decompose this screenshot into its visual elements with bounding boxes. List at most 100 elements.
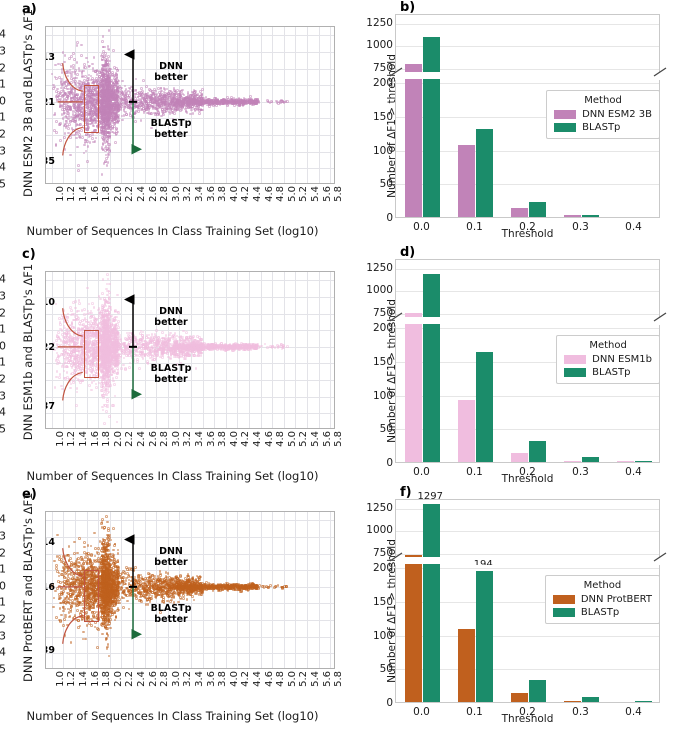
y-tick-label: 50 [379,178,393,191]
x-tick-label: 5.6 [321,186,333,202]
x-tick-label: 4.2 [240,186,252,202]
y-tick-label: 0.0 [0,94,6,108]
x-tick-label: 4.8 [275,186,287,202]
x-tick-label: 5.4 [310,186,321,202]
x-axis-label: Threshold [501,228,554,240]
figure-row: c)DNN ESM1b and BLASTp's ΔF1102237DNNbet… [0,245,685,490]
x-tick-label: 2.8 [159,186,171,202]
panel-label-b: b) [400,0,416,15]
legend-title: Method [584,95,622,106]
data-point [75,60,79,64]
legend-swatch [554,110,577,119]
x-tick-label: 3.0 [170,186,182,202]
panel-label-a: a) [22,2,37,17]
x-tick-label: 1.0 [54,186,66,202]
legend-label: DNN ESM2 3B [582,109,652,120]
x-axis-label: Number of Sequences In Class Training Se… [26,224,319,238]
figure-row: a)DNN ESM2 3B and BLASTp's ΔF1132135DNNb… [0,0,685,245]
gridline-vertical [260,27,262,183]
legend-item: BLASTp [554,122,652,133]
bar-panel-b: b) Number of ΔF1 > threshold 750 1000 1250 0 5… [345,0,685,245]
y-tick-label: 1000 [366,39,393,52]
gridline-horizontal [46,151,334,153]
x-tick-label: 2.0 [112,186,124,202]
x-tick-label: 2.6 [147,186,159,202]
scatter-panel-c: c)DNN ESM1b and BLASTp's ΔF1102237DNNbet… [0,245,345,490]
x-tick-label: 1.2 [66,186,78,202]
gridline-vertical [330,27,332,183]
y-tick-label: −0.3 [0,144,6,158]
gridline-vertical [272,27,274,183]
gridline-horizontal [46,35,334,37]
y-tick-label: −0.2 [0,127,6,141]
gridline-vertical [249,27,250,183]
bar-dnn-esm2-3b-0.2 [511,207,529,217]
x-tick-label: 3.8 [217,186,229,202]
x-tick-label: 4.0 [228,186,240,202]
gridline-horizontal [46,118,334,120]
plot-area-upper [395,14,660,72]
data-point [63,60,66,64]
axis-break-left [389,64,405,84]
gridline-vertical [283,27,285,183]
x-tick-label: 1.8 [101,186,113,202]
legend: Method DNN ESM2 3B BLASTp [546,90,660,139]
data-point [83,63,86,67]
y-tick-label: 100 [372,144,393,157]
gridline-vertical [307,27,308,183]
x-tick-label: 2.2 [124,186,136,202]
y-tick-label: 150 [372,111,393,124]
y-tick-label: 1250 [366,16,393,29]
data-point [95,76,98,80]
y-tick-label: 0.2 [0,61,6,75]
gridline-vertical [51,27,53,183]
gridline-horizontal [46,168,334,170]
y-tick-label: −0.4 [0,160,6,174]
y-tick-label: 200 [372,77,393,90]
bar-blastp-0.1 [475,128,493,217]
gridline-vertical [318,27,320,183]
y-tick-label: 750 [372,61,393,74]
x-tick-label: 2.4 [136,186,147,202]
gridline-vertical [295,27,297,183]
legend-swatch [554,123,577,132]
scatter-panel-a: a)DNN ESM2 3B and BLASTp's ΔF1132135DNNb… [0,0,345,245]
x-tick-label: 4.4 [252,186,263,202]
bar-dnn-esm2-3b-0.0 [405,79,423,217]
y-tick-label: 0 [386,212,393,224]
y-tick-label: 0.1 [0,77,6,91]
gridline-horizontal [46,135,334,137]
legend-label: BLASTp [582,122,621,133]
bar-dnn-esm2-3b-0.3 [564,214,582,217]
bar-blastp-0.3 [581,214,599,217]
bar-upper-dnn-esm2-3b-0.0 [405,63,423,72]
y-tick-label: −0.5 [0,177,6,191]
x-tick-label: 5.0 [286,186,298,202]
data-point [56,87,59,91]
gridline-vertical [225,27,227,183]
x-tick-label: 4.6 [263,186,275,202]
plot-area: 132135DNNbetterBLASTpbetter [45,26,335,184]
x-tick-label: 3.4 [194,186,205,202]
gridline-horizontal [46,85,334,87]
x-tick-label: 3.6 [205,186,217,202]
panel-label-c: c) [22,247,36,262]
x-tick-label: 5.2 [298,186,310,202]
legend-item: DNN ESM2 3B [554,109,652,120]
bar-upper-blastp-0.0 [422,36,440,72]
data-point [87,135,91,139]
y-tick-labels: 0.40.30.20.10.0−0.1−0.2−0.3−0.4−0.5 [0,26,345,191]
x-tick-label: 1.6 [89,186,101,202]
data-point [91,67,95,70]
gridline [396,23,659,25]
x-tick-labels: 1.0 1.2 1.4 1.6 1.8 2.0 2.2 2.4 2.6 2.8 3.0 3.2 3.4 3… [45,186,344,226]
y-tick-label: 0.4 [0,27,6,41]
gridline-horizontal [46,68,334,70]
y-tick-label: −0.1 [0,110,6,124]
x-tick-label: 1.4 [78,186,89,202]
axis-break-right [653,64,669,84]
gridline-horizontal [46,51,334,53]
data-point [86,160,89,163]
bar-dnn-esm2-3b-0.1 [458,144,476,217]
